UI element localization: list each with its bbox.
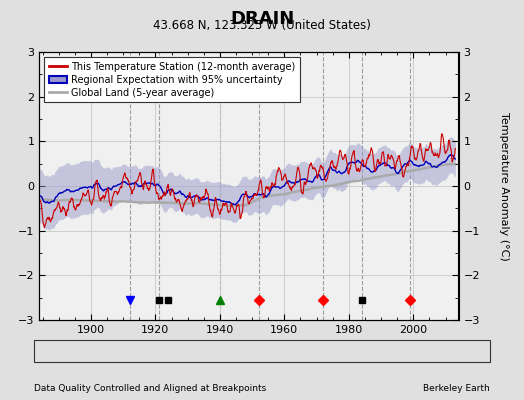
Text: ▼: ▼ xyxy=(253,346,261,356)
Text: 43.668 N, 123.325 W (United States): 43.668 N, 123.325 W (United States) xyxy=(153,19,371,32)
Text: Data Quality Controlled and Aligned at Breakpoints: Data Quality Controlled and Aligned at B… xyxy=(34,384,266,393)
Text: Record Gap: Record Gap xyxy=(168,346,220,356)
Text: ◆: ◆ xyxy=(43,346,51,356)
Text: Time of Obs. Change: Time of Obs. Change xyxy=(265,346,359,356)
Y-axis label: Temperature Anomaly (°C): Temperature Anomaly (°C) xyxy=(499,112,509,260)
Text: DRAIN: DRAIN xyxy=(230,10,294,28)
Text: Station Move: Station Move xyxy=(55,346,115,356)
Text: Berkeley Earth: Berkeley Earth xyxy=(423,384,490,393)
Text: ▲: ▲ xyxy=(156,346,164,356)
Text: ■: ■ xyxy=(388,346,398,356)
Legend: This Temperature Station (12-month average), Regional Expectation with 95% uncer: This Temperature Station (12-month avera… xyxy=(44,57,300,102)
Text: Empirical Break: Empirical Break xyxy=(399,346,471,356)
